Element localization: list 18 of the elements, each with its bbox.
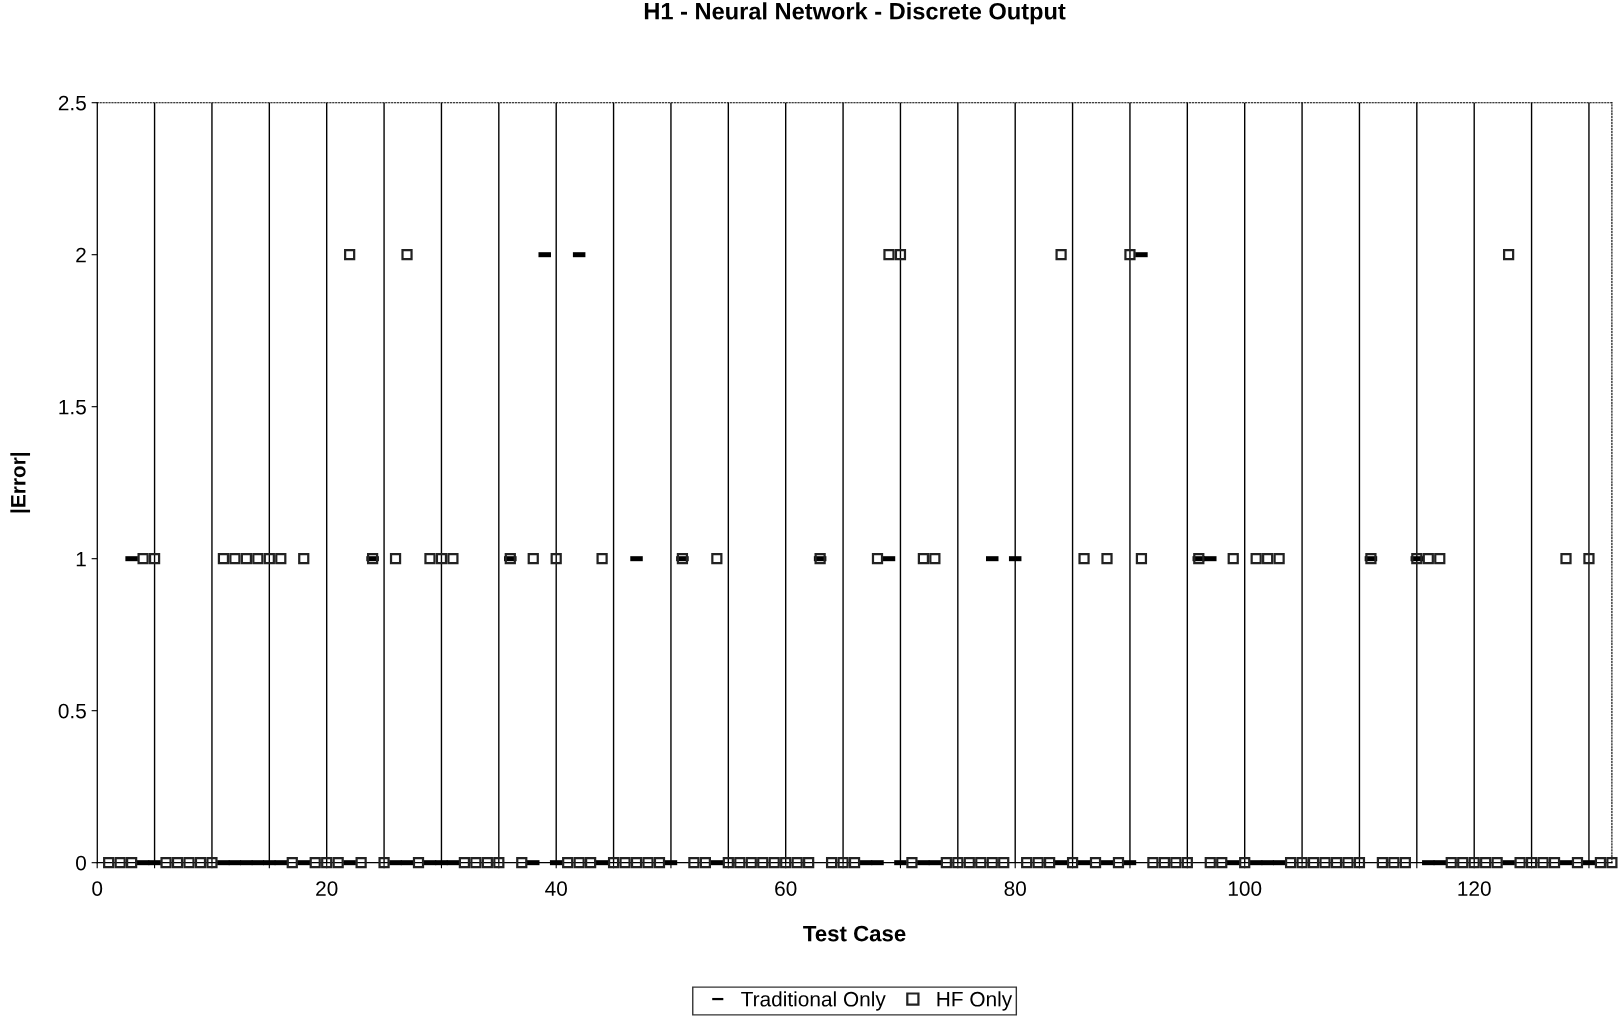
y-tick-label: 0 [76,855,86,871]
y-tick-label: 2.5 [58,95,86,111]
y-tick-label: 0.5 [58,703,86,719]
x-tick-label: 40 [545,881,567,896]
x-tick-label: 100 [1228,881,1262,896]
y-axis-title: |Error| [10,452,31,513]
legend-label: HF Only [937,991,1013,1011]
x-axis-title: Test Case [803,925,906,942]
chart-title: H1 - Neural Network - Discrete Output [644,2,1066,25]
legend-label: Traditional Only [741,991,886,1011]
y-tick-label: 2 [76,247,86,263]
x-tick-label: 120 [1458,881,1491,896]
x-tick-label: 80 [1004,881,1026,896]
y-tick-label: 1.5 [59,399,86,415]
y-tick-label: 1 [76,551,86,567]
x-tick-label: 0 [92,881,103,896]
x-tick-label: 60 [775,881,797,896]
x-tick-label: 20 [316,881,338,896]
